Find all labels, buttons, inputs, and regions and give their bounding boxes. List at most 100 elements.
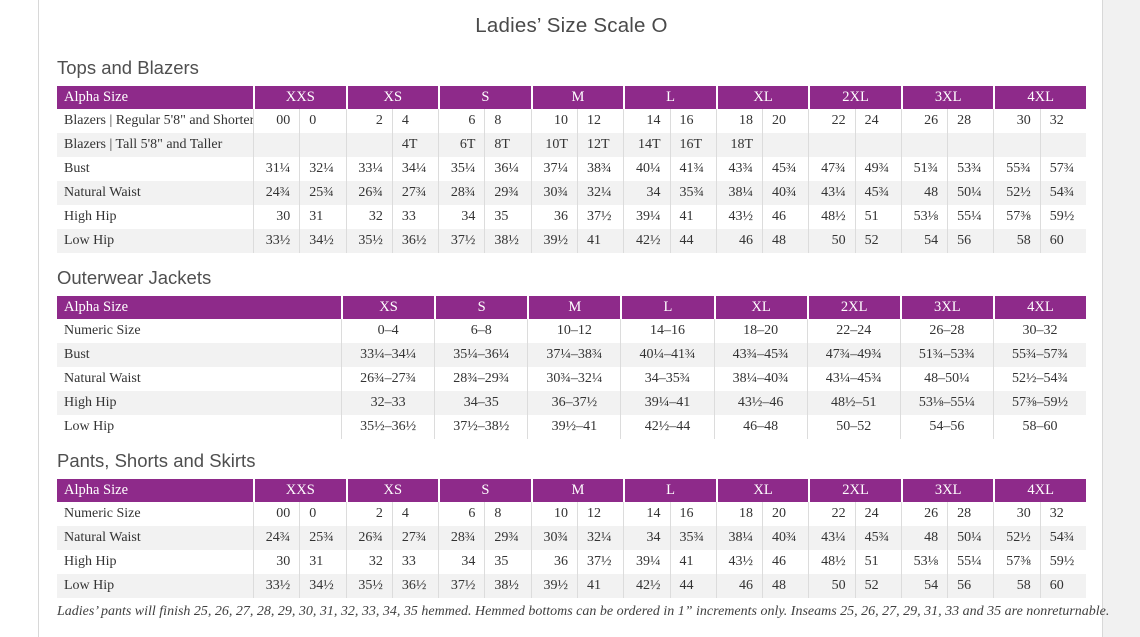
size-value-cell: 51 <box>854 205 901 229</box>
size-value-cell: 60 <box>1039 229 1086 253</box>
size-value-cell: 32 <box>345 550 392 574</box>
size-value-cell: 28¾ <box>438 181 484 205</box>
size-value-cell: 34½ <box>299 574 345 598</box>
row-cells: 35½–36½ 37½–38½ 39½–41 42½–44 46–48 50–52 54–5… <box>341 415 1086 439</box>
size-value-cell: 00 <box>253 502 299 526</box>
size-value-cell: 56 <box>947 574 993 598</box>
row-label: Natural Waist <box>64 185 141 200</box>
size-value-cell: 0 <box>299 109 345 133</box>
size-value-cell <box>808 133 854 157</box>
size-value-cell: 43¼–45¾ <box>806 367 900 391</box>
size-group-header: M <box>529 296 621 319</box>
size-value-cell: 48 <box>900 526 947 550</box>
size-value-cell: 34–35 <box>434 391 527 415</box>
size-value-cell: 42½ <box>623 574 669 598</box>
size-group-header: XS <box>347 86 439 109</box>
row-label: Natural Waist <box>64 530 141 545</box>
size-value-cell: 41 <box>669 550 716 574</box>
size-value-cell: 2 <box>345 502 392 526</box>
size-group-header: 2XL <box>808 296 900 319</box>
size-value-cell: 8 <box>484 109 530 133</box>
size-value-cell: 29¾ <box>484 181 530 205</box>
size-value-cell: 4 <box>391 109 438 133</box>
size-value-cell: 39½ <box>530 229 577 253</box>
size-value-cell: 18 <box>715 109 762 133</box>
size-value-cell <box>900 133 947 157</box>
page-title: Ladies’ Size Scale O <box>475 14 668 37</box>
size-value-cell: 40¾ <box>762 526 808 550</box>
size-value-cell: 30¾ <box>530 181 577 205</box>
size-value-cell: 53⅛ <box>900 550 947 574</box>
size-value-cell: 12T <box>576 133 623 157</box>
size-value-cell: 35¾ <box>669 181 716 205</box>
size-value-cell: 60 <box>1039 574 1086 598</box>
size-value-cell: 43¼ <box>808 181 854 205</box>
size-group-header: XXS <box>255 479 346 502</box>
size-value-cell: 28¾ <box>438 526 484 550</box>
size-value-cell: 41 <box>576 229 623 253</box>
size-value-cell: 52½ <box>993 181 1039 205</box>
size-value-cell: 48 <box>762 229 808 253</box>
size-value-cell: 51¾ <box>900 157 947 181</box>
size-value-cell: 35¼ <box>438 157 484 181</box>
size-value-cell: 6 <box>438 502 484 526</box>
size-value-cell: 38¾ <box>576 157 623 181</box>
size-value-cell: 26¾ <box>345 526 392 550</box>
size-value-cell: 43¼ <box>808 526 854 550</box>
size-value-cell: 52½ <box>993 526 1039 550</box>
size-value-cell: 52 <box>854 229 901 253</box>
size-value-cell: 45¾ <box>854 526 901 550</box>
size-group-header: 3XL <box>901 296 993 319</box>
size-value-cell <box>345 133 392 157</box>
size-value-cell: 14 <box>623 502 669 526</box>
size-value-cell: 43½ <box>715 550 762 574</box>
size-value-cell: 8T <box>484 133 530 157</box>
size-value-cell: 37½ <box>438 229 484 253</box>
size-value-cell: 50¼ <box>947 526 993 550</box>
size-value-cell: 22 <box>808 109 854 133</box>
size-value-cell: 32¼ <box>576 181 623 205</box>
size-value-cell: 30 <box>253 550 299 574</box>
size-value-cell: 54 <box>900 229 947 253</box>
size-value-cell: 57⅜ <box>993 550 1039 574</box>
alpha-size-header: Alpha Size <box>57 479 253 502</box>
size-value-cell: 22 <box>808 502 854 526</box>
size-value-cell: 26 <box>900 502 947 526</box>
size-value-cell: 30¾–32¼ <box>527 367 620 391</box>
size-value-cell <box>947 133 993 157</box>
size-value-cell: 35¾ <box>669 526 716 550</box>
size-value-cell: 26¾–27¾ <box>341 367 434 391</box>
table-row: Natural Waist 24¾ 25¾ 26¾ 27¾ 28¾ 29¾ 30¾ 32¼ 34 3… <box>57 526 1086 550</box>
table-row: Natural Waist 26¾–27¾ 28¾–29¾ 30¾–32¼ 34–35¾… <box>57 367 1086 391</box>
size-value-cell: 44 <box>669 574 716 598</box>
size-value-cell: 45¾ <box>854 181 901 205</box>
size-value-cell: 6–8 <box>434 319 527 343</box>
size-value-cell: 10–12 <box>527 319 620 343</box>
size-value-cell: 59½ <box>1039 550 1086 574</box>
size-value-cell: 33¼–34¼ <box>341 343 434 367</box>
size-value-cell <box>1039 133 1086 157</box>
section-heading-pants-shorts-skirts: Pants, Shorts and Skirts <box>57 450 256 471</box>
size-value-cell: 58–60 <box>992 415 1086 439</box>
size-value-cell: 38½ <box>484 574 530 598</box>
size-value-cell: 12 <box>576 502 623 526</box>
size-value-cell: 47¾ <box>808 157 854 181</box>
size-table-pants-shorts-skirts: Alpha Size XXS XS S M L XL 2XL 3XL 4XL Numeric Siz… <box>57 479 1086 598</box>
size-value-cell: 24 <box>854 502 901 526</box>
size-value-cell: 31 <box>299 205 345 229</box>
row-cells: 32–33 34–35 36–37½ 39¼–41 43½–46 48½–51 53⅛–55… <box>341 391 1086 415</box>
size-group-header: XL <box>717 479 809 502</box>
row-cells: 24¾ 25¾ 26¾ 27¾ 28¾ 29¾ 30¾ 32¼ 34 35¾ 38¼ 40¾ 43¼ 45… <box>253 526 1086 550</box>
size-table-tops-and-blazers: Alpha Size XXS XS S M L XL 2XL 3XL 4XL Blazers | R… <box>57 86 1086 253</box>
size-value-cell: 34 <box>438 550 484 574</box>
row-cells: 00 0 2 4 6 8 10 12 14 16 18 20 22 24 26 28 30 32 <box>253 502 1086 526</box>
row-cells: 33½ 34½ 35½ 36½ 37½ 38½ 39½ 41 42½ 44 46 48 50 52 54 56… <box>253 229 1086 253</box>
size-value-cell: 32¼ <box>299 157 345 181</box>
size-value-cell: 58 <box>993 574 1039 598</box>
table-header-row: Alpha Size XXS XS S M L XL 2XL 3XL 4XL <box>57 86 1086 109</box>
size-value-cell: 14–16 <box>620 319 713 343</box>
row-label: Low Hip <box>64 578 115 593</box>
size-value-cell: 4 <box>391 502 438 526</box>
size-group-header: 4XL <box>994 296 1086 319</box>
